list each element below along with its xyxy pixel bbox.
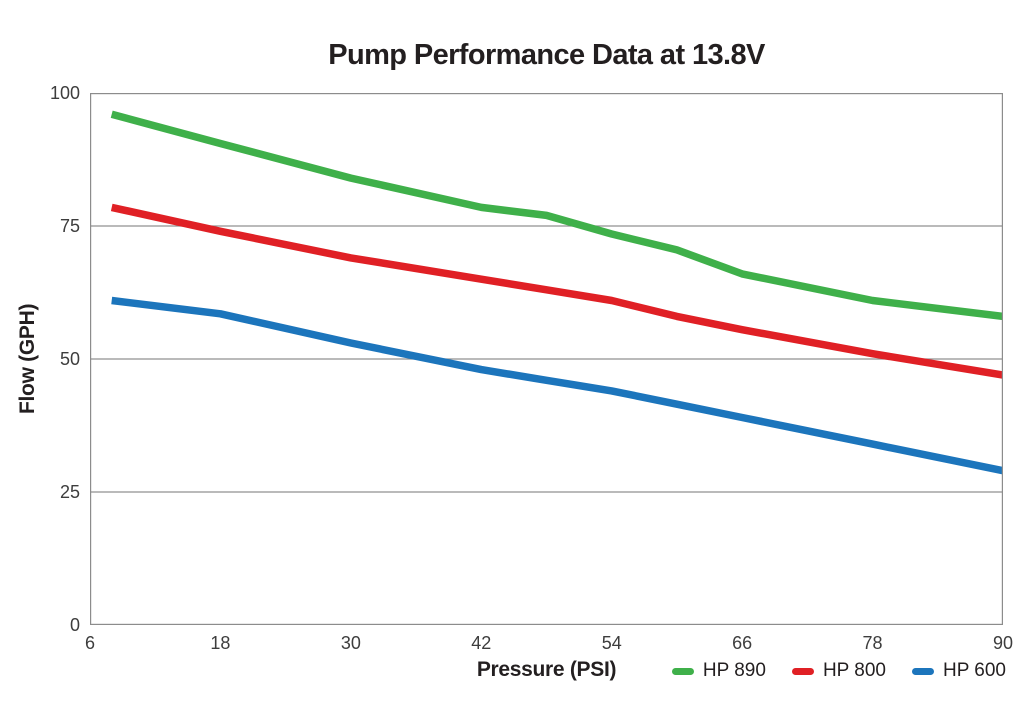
- x-tick-label-78: 78: [862, 633, 883, 653]
- y-tick-label-75: 75: [59, 216, 80, 236]
- y-tick-label-100: 100: [49, 83, 80, 103]
- series-line-hp-800: [110, 203, 1003, 379]
- legend-label-hp-800: HP 800: [822, 660, 886, 681]
- series-line-hp-890: [110, 110, 1003, 321]
- x-tick-label-66: 66: [732, 633, 753, 653]
- legend-label-hp-890: HP 890: [702, 660, 766, 681]
- x-tick-label-30: 30: [340, 633, 361, 653]
- legend-item-hp-800: HP 800: [791, 658, 886, 684]
- x-tick-label-42: 42: [471, 633, 492, 653]
- x-tick-label-6: 6: [84, 633, 95, 653]
- legend-item-hp-600: HP 600: [911, 658, 1006, 684]
- x-axis-label: Pressure (PSI): [476, 658, 617, 681]
- legend-swatch-hp-800: [791, 667, 814, 675]
- legend-swatch-hp-890: [671, 667, 694, 675]
- plot-border: [90, 93, 1003, 625]
- plot-area: [90, 93, 1003, 625]
- series-line-hp-600: [111, 296, 1003, 475]
- x-tick-label-54: 54: [601, 633, 622, 653]
- legend-swatch-hp-600: [911, 667, 934, 675]
- legend: HP 890 HP 800 HP 600: [671, 658, 1006, 684]
- y-tick-label-25: 25: [59, 482, 80, 502]
- x-tick-label-90: 90: [992, 633, 1014, 653]
- legend-item-hp-890: HP 890: [671, 658, 766, 684]
- y-tick-label-50: 50: [59, 349, 80, 369]
- x-tick-label-18: 18: [210, 633, 231, 653]
- chart-title: Pump Performance Data at 13.8V: [328, 39, 765, 71]
- y-tick-label-0: 0: [69, 615, 80, 635]
- legend-label-hp-600: HP 600: [942, 660, 1006, 681]
